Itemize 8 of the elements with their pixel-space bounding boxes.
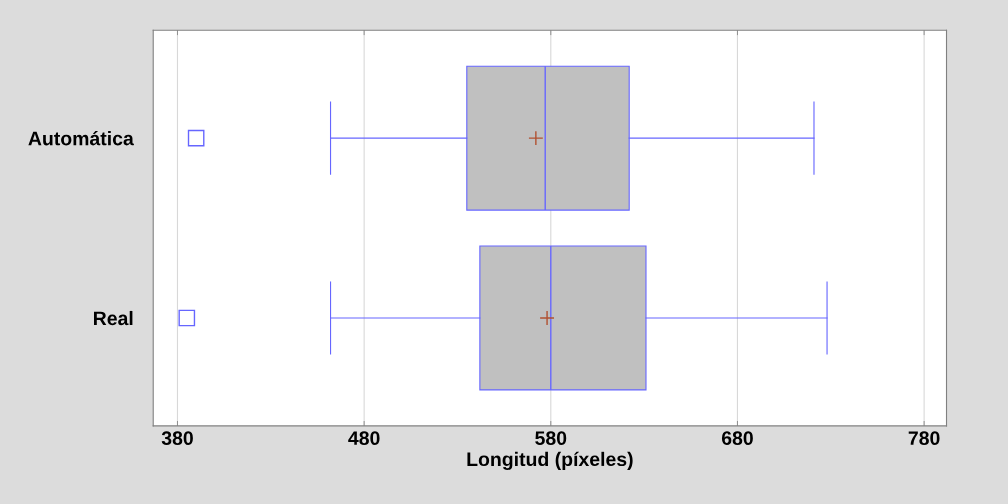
- x-tick-label: 580: [535, 431, 567, 446]
- x-tick-label: 780: [908, 431, 940, 446]
- x-tick-label: 680: [721, 431, 753, 446]
- x-tick-label: 380: [161, 431, 193, 446]
- y-tick-label: Real: [94, 310, 133, 326]
- y-tick-label: Automática: [28, 130, 134, 146]
- x-tick-label: 480: [348, 431, 380, 446]
- x-axis-title: Longitud (píxeles): [467, 451, 633, 471]
